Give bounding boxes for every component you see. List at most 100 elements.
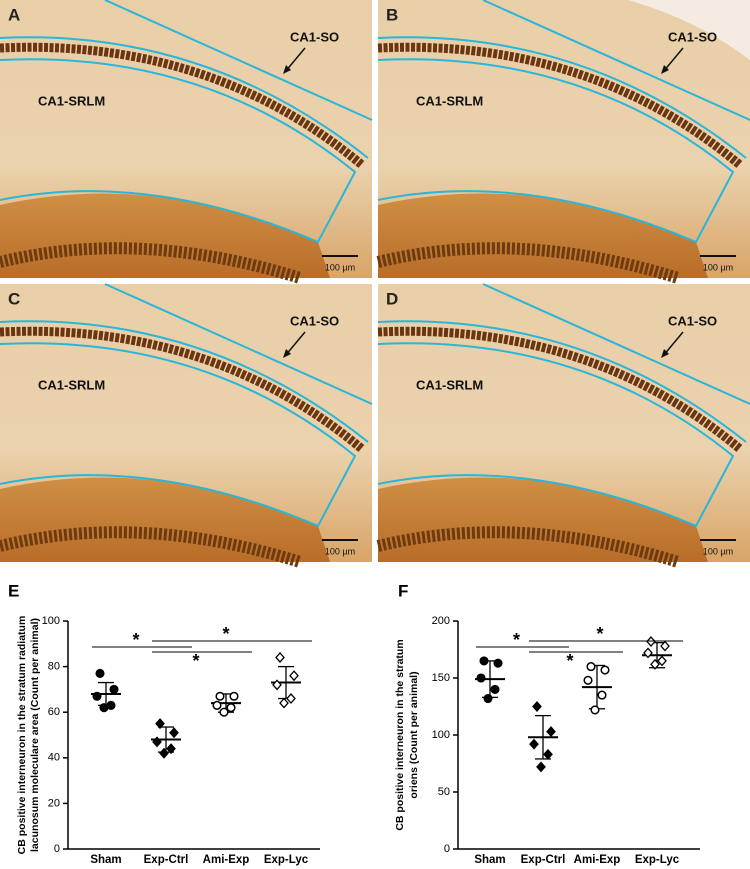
data-point <box>215 691 225 701</box>
data-point <box>92 691 102 701</box>
data-point <box>159 747 169 759</box>
data-point <box>483 693 493 704</box>
region-label: CA1-SO <box>290 29 339 44</box>
granule-layer <box>0 526 302 568</box>
x-tick-label: Ami-Exp <box>574 854 621 866</box>
data-point <box>543 748 553 760</box>
region-label: CA1-SO <box>668 313 717 328</box>
x-tick-label: Exp-Lyc <box>264 854 309 866</box>
so-outline <box>0 0 373 159</box>
data-point <box>229 691 239 701</box>
data-point <box>529 738 539 750</box>
data-point <box>590 705 600 715</box>
data-point <box>169 727 179 739</box>
region-label: CA1-SRLM <box>38 93 105 108</box>
micrograph: A CA1-SO CA1-SRLM 100 µm <box>0 0 373 284</box>
significance-marker: * <box>566 651 573 671</box>
significance-marker: * <box>513 630 520 650</box>
arrow-head <box>661 65 669 74</box>
data-point <box>289 670 299 682</box>
x-tick-label: Exp-Ctrl <box>521 854 566 866</box>
micrograph: D CA1-SO CA1-SRLM 100 µm <box>376 283 750 568</box>
y-tick-label: 20 <box>48 797 60 809</box>
y-tick-label: 200 <box>432 615 450 627</box>
significance-marker: * <box>222 624 229 644</box>
y-tick-label: 150 <box>432 672 450 684</box>
arrow-head <box>283 65 291 74</box>
data-point <box>532 701 542 712</box>
data-point <box>493 658 503 668</box>
x-tick-label: Sham <box>474 854 505 866</box>
y-tick-label: 0 <box>54 843 60 855</box>
dentate-gyrus <box>0 477 330 562</box>
panel-label: B <box>386 5 398 24</box>
scale-bar-label: 100 µm <box>703 262 733 272</box>
so-outline <box>377 0 750 159</box>
region-label: CA1-SRLM <box>416 377 483 392</box>
so-outline <box>377 283 750 443</box>
pyramidal-layer <box>377 42 743 169</box>
data-point <box>650 658 660 670</box>
data-point <box>536 761 546 773</box>
pyramidal-layer <box>377 326 743 453</box>
scale-bar-label: 100 µm <box>325 262 355 272</box>
region-label: CA1-SRLM <box>416 93 483 108</box>
y-axis-label: lacunosum moleculare area (Count per ani… <box>29 618 41 852</box>
data-point <box>597 690 607 700</box>
y-axis-label: CB positive interneuron in the stratum r… <box>16 616 28 855</box>
granule-layer <box>376 526 680 568</box>
data-point <box>646 636 656 647</box>
y-tick-label: 50 <box>438 786 450 798</box>
data-point <box>476 673 486 683</box>
data-point <box>212 700 222 710</box>
data-point <box>586 662 596 672</box>
data-point <box>600 665 610 675</box>
data-point <box>152 736 162 748</box>
data-point <box>226 703 236 713</box>
data-point <box>286 693 296 704</box>
srlm-outline <box>377 342 735 528</box>
y-axis-label: CB positive interneuron in the stratum <box>394 639 406 830</box>
pyramidal-layer <box>0 42 365 169</box>
y-tick-label: 100 <box>42 615 60 627</box>
significance-marker: * <box>132 630 139 650</box>
scale-bar-label: 100 µm <box>703 546 733 556</box>
so-outline <box>0 283 373 443</box>
background-tissue-edge <box>628 0 750 60</box>
significance-marker: * <box>192 651 199 671</box>
data-point <box>272 679 282 691</box>
srlm-outline <box>0 342 357 528</box>
y-tick-label: 60 <box>48 706 60 718</box>
data-point <box>583 675 593 685</box>
region-label: CA1-SO <box>290 313 339 328</box>
data-point <box>95 668 105 678</box>
x-tick-label: Sham <box>90 854 121 866</box>
significance-marker: * <box>596 624 603 644</box>
data-point <box>490 684 500 694</box>
data-point <box>109 684 119 694</box>
granule-layer <box>376 242 680 284</box>
y-axis-label: oriens (Count per animal) <box>408 671 420 798</box>
data-point <box>546 726 556 738</box>
y-tick-label: 0 <box>444 843 450 855</box>
scale-bar-label: 100 µm <box>325 546 355 556</box>
data-point <box>219 707 229 717</box>
micrograph: C CA1-SO CA1-SRLM 100 µm <box>0 283 373 568</box>
y-tick-label: 100 <box>432 729 450 741</box>
data-point <box>279 697 289 709</box>
y-tick-label: 40 <box>48 752 60 764</box>
srlm-outline <box>377 58 735 244</box>
x-tick-label: Exp-Ctrl <box>144 854 189 866</box>
x-tick-label: Ami-Exp <box>203 854 250 866</box>
arrow-head <box>283 349 291 358</box>
granule-layer <box>0 242 302 284</box>
data-point <box>657 655 667 667</box>
data-point <box>275 652 285 663</box>
dentate-gyrus <box>0 193 330 278</box>
data-point <box>479 656 489 666</box>
data-point <box>166 743 176 755</box>
panel-label: A <box>8 5 20 24</box>
x-tick-label: Exp-Lyc <box>635 854 680 866</box>
arrow-head <box>661 349 669 358</box>
